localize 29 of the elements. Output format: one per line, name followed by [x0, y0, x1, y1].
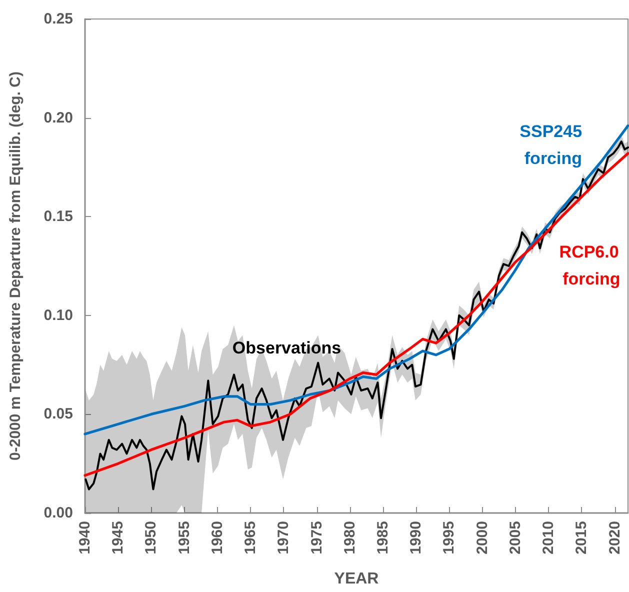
- x-tick-label: 1965: [242, 521, 260, 554]
- x-tick-label: 2010: [540, 521, 558, 554]
- x-tick-label: 1980: [341, 521, 358, 554]
- x-axis-title: YEAR: [334, 570, 380, 588]
- y-tick-label: 0.25: [44, 10, 73, 28]
- y-tick-label: 0.05: [44, 406, 73, 423]
- x-tick-label: 1985: [374, 521, 392, 554]
- x-tick-label: 2015: [573, 521, 590, 554]
- x-tick-label: 1940: [76, 521, 94, 554]
- y-axis-title: 0-2000 m Temperature Departure from Equilib. (deg. C): [7, 72, 24, 460]
- y-tick-label: 0.20: [44, 109, 73, 126]
- line-series: [84, 124, 629, 436]
- x-tick-label: 1960: [208, 521, 226, 554]
- x-tick-label: 2005: [506, 521, 524, 554]
- x-tick-label: 2000: [474, 521, 491, 554]
- x-tick-label: 1945: [110, 521, 127, 554]
- x-tick-label: 1955: [176, 521, 193, 554]
- series-label: SSP245 forcing: [520, 122, 587, 168]
- y-tick-label: 0.00: [44, 504, 73, 522]
- x-tick-label: 1950: [142, 521, 160, 554]
- series-label: Observations: [232, 338, 342, 358]
- y-tick-label: 0.15: [44, 208, 73, 226]
- x-tick-label: 2020: [606, 521, 624, 554]
- x-tick-label: 1970: [275, 521, 292, 554]
- x-tick-label: 1995: [440, 521, 458, 554]
- series-label: RCP6.0 forcing: [559, 242, 624, 289]
- x-tick-label: 1990: [408, 521, 425, 554]
- x-tick-label: 1975: [308, 521, 326, 554]
- y-tick-label: 0.10: [44, 306, 73, 324]
